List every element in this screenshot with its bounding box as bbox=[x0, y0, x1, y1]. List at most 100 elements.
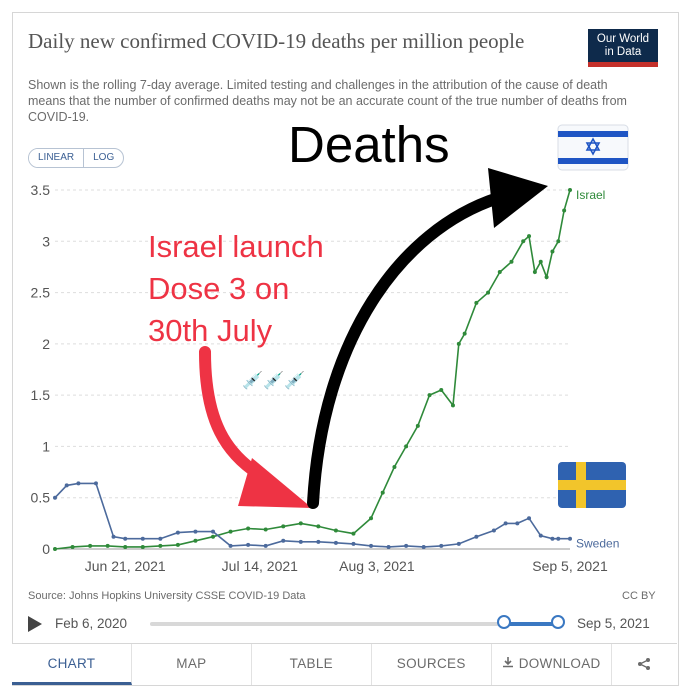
timeline-selection bbox=[504, 622, 558, 626]
tab-table[interactable]: TABLE bbox=[252, 644, 372, 685]
data-point-israel bbox=[158, 543, 163, 548]
data-point-sweden bbox=[211, 529, 216, 534]
data-point-sweden bbox=[556, 536, 561, 541]
data-point-sweden bbox=[369, 543, 374, 548]
timeline-end-handle[interactable] bbox=[551, 615, 565, 629]
chart-title: Daily new confirmed COVID-19 deaths per … bbox=[28, 29, 525, 53]
license-link[interactable]: CC BY bbox=[622, 590, 656, 602]
owid-logo[interactable]: Our World in Data bbox=[588, 29, 658, 67]
data-point-sweden bbox=[316, 539, 321, 544]
tab-table-label: TABLE bbox=[289, 656, 333, 671]
y-tick-label: 2 bbox=[42, 336, 50, 352]
data-point-sweden bbox=[474, 534, 479, 539]
data-point-israel bbox=[316, 524, 321, 529]
data-point-sweden bbox=[76, 481, 81, 486]
data-point-israel bbox=[369, 516, 374, 521]
annotation-red-line1: Israel launch bbox=[148, 229, 324, 264]
data-point-sweden bbox=[491, 528, 496, 533]
tab-map[interactable]: MAP bbox=[132, 644, 252, 685]
data-point-sweden bbox=[527, 516, 532, 521]
download-icon bbox=[502, 644, 514, 683]
series: Israel Sweden bbox=[53, 188, 619, 551]
data-point-sweden bbox=[503, 521, 508, 526]
timeline-end-label: Sep 5, 2021 bbox=[577, 616, 650, 631]
sweden-flag-icon bbox=[558, 462, 626, 508]
chart-subtitle: Shown is the rolling 7-day average. Limi… bbox=[28, 78, 627, 124]
tab-download-label: DOWNLOAD bbox=[518, 656, 601, 671]
data-point-sweden bbox=[351, 541, 356, 546]
black-arrowhead bbox=[488, 168, 548, 228]
logo-line1: Our World bbox=[596, 33, 650, 45]
log-scale-button[interactable]: LOG bbox=[93, 152, 115, 163]
data-point-israel bbox=[538, 259, 543, 264]
timeline-track[interactable] bbox=[150, 622, 558, 626]
data-point-sweden bbox=[439, 543, 444, 548]
data-point-sweden bbox=[386, 544, 391, 549]
y-tick-label: 2.5 bbox=[31, 285, 51, 301]
data-point-sweden bbox=[193, 529, 198, 534]
timeline-start-label: Feb 6, 2020 bbox=[55, 616, 128, 631]
data-point-israel bbox=[333, 528, 338, 533]
data-point-israel bbox=[70, 544, 75, 549]
y-axis: 0 0.5 1 1.5 2 2.5 3 3.5 bbox=[31, 182, 51, 557]
x-axis: Jun 21, 2021 Jul 14, 2021 Aug 3, 2021 Sep 5… bbox=[85, 558, 608, 574]
data-point-israel bbox=[123, 544, 128, 549]
tab-download[interactable]: DOWNLOAD bbox=[492, 644, 612, 685]
data-point-sweden bbox=[515, 521, 520, 526]
data-point-israel bbox=[556, 239, 561, 244]
data-point-sweden bbox=[538, 533, 543, 538]
logo-line2: in Data bbox=[604, 46, 642, 58]
data-point-israel bbox=[486, 290, 491, 295]
source-note: Source: Johns Hopkins University CSSE CO… bbox=[28, 590, 306, 602]
x-tick-label: Jul 14, 2021 bbox=[222, 558, 298, 574]
grid bbox=[55, 189, 570, 550]
data-point-israel bbox=[380, 490, 385, 495]
data-point-israel bbox=[263, 527, 268, 532]
data-point-israel bbox=[562, 208, 567, 213]
y-tick-label: 1 bbox=[42, 438, 50, 454]
annotation-overlay: Israel launch Dose 3 on 30th July 💉💉💉 De… bbox=[148, 116, 629, 509]
series-line-sweden bbox=[54, 482, 570, 548]
data-point-israel bbox=[527, 234, 532, 239]
y-tick-label: 3.5 bbox=[31, 182, 51, 198]
data-point-sweden bbox=[281, 538, 286, 543]
linear-scale-button[interactable]: LINEAR bbox=[29, 149, 85, 167]
data-point-israel bbox=[521, 239, 526, 244]
tab-sources[interactable]: SOURCES bbox=[372, 644, 492, 685]
tab-chart[interactable]: CHART bbox=[12, 644, 132, 685]
data-point-israel bbox=[105, 543, 110, 548]
data-point-israel bbox=[450, 403, 455, 408]
tab-bar: CHART MAP TABLE SOURCES DOWNLOAD bbox=[12, 643, 677, 685]
data-point-sweden bbox=[263, 543, 268, 548]
series-label-sweden: Sweden bbox=[576, 537, 619, 551]
play-icon[interactable] bbox=[28, 616, 42, 632]
data-point-sweden bbox=[456, 541, 461, 546]
data-point-israel bbox=[228, 529, 233, 534]
tab-map-label: MAP bbox=[176, 656, 207, 671]
timeline-start-handle[interactable] bbox=[497, 615, 511, 629]
data-point-israel bbox=[532, 270, 537, 275]
x-tick-label: Jun 21, 2021 bbox=[85, 558, 166, 574]
data-point-israel bbox=[175, 542, 180, 547]
x-tick-label: Sep 5, 2021 bbox=[532, 558, 608, 574]
black-arrow bbox=[307, 192, 504, 509]
y-tick-label: 1.5 bbox=[31, 387, 51, 403]
series-label-israel: Israel bbox=[576, 188, 605, 202]
data-point-israel bbox=[53, 547, 57, 551]
data-point-israel bbox=[509, 259, 514, 264]
data-point-israel bbox=[544, 275, 549, 280]
share-icon bbox=[637, 656, 651, 671]
data-point-sweden bbox=[111, 534, 116, 539]
data-point-sweden bbox=[550, 536, 555, 541]
data-point-israel bbox=[351, 531, 356, 536]
data-point-sweden bbox=[53, 495, 57, 500]
data-point-israel bbox=[140, 544, 145, 549]
tab-share[interactable] bbox=[612, 644, 677, 685]
x-tick-label: Aug 3, 2021 bbox=[339, 558, 415, 574]
data-point-israel bbox=[88, 543, 93, 548]
red-arrowhead bbox=[238, 458, 312, 508]
syringe-icons: 💉💉💉 bbox=[242, 370, 306, 391]
data-point-israel bbox=[427, 393, 432, 398]
data-point-israel bbox=[246, 526, 251, 531]
